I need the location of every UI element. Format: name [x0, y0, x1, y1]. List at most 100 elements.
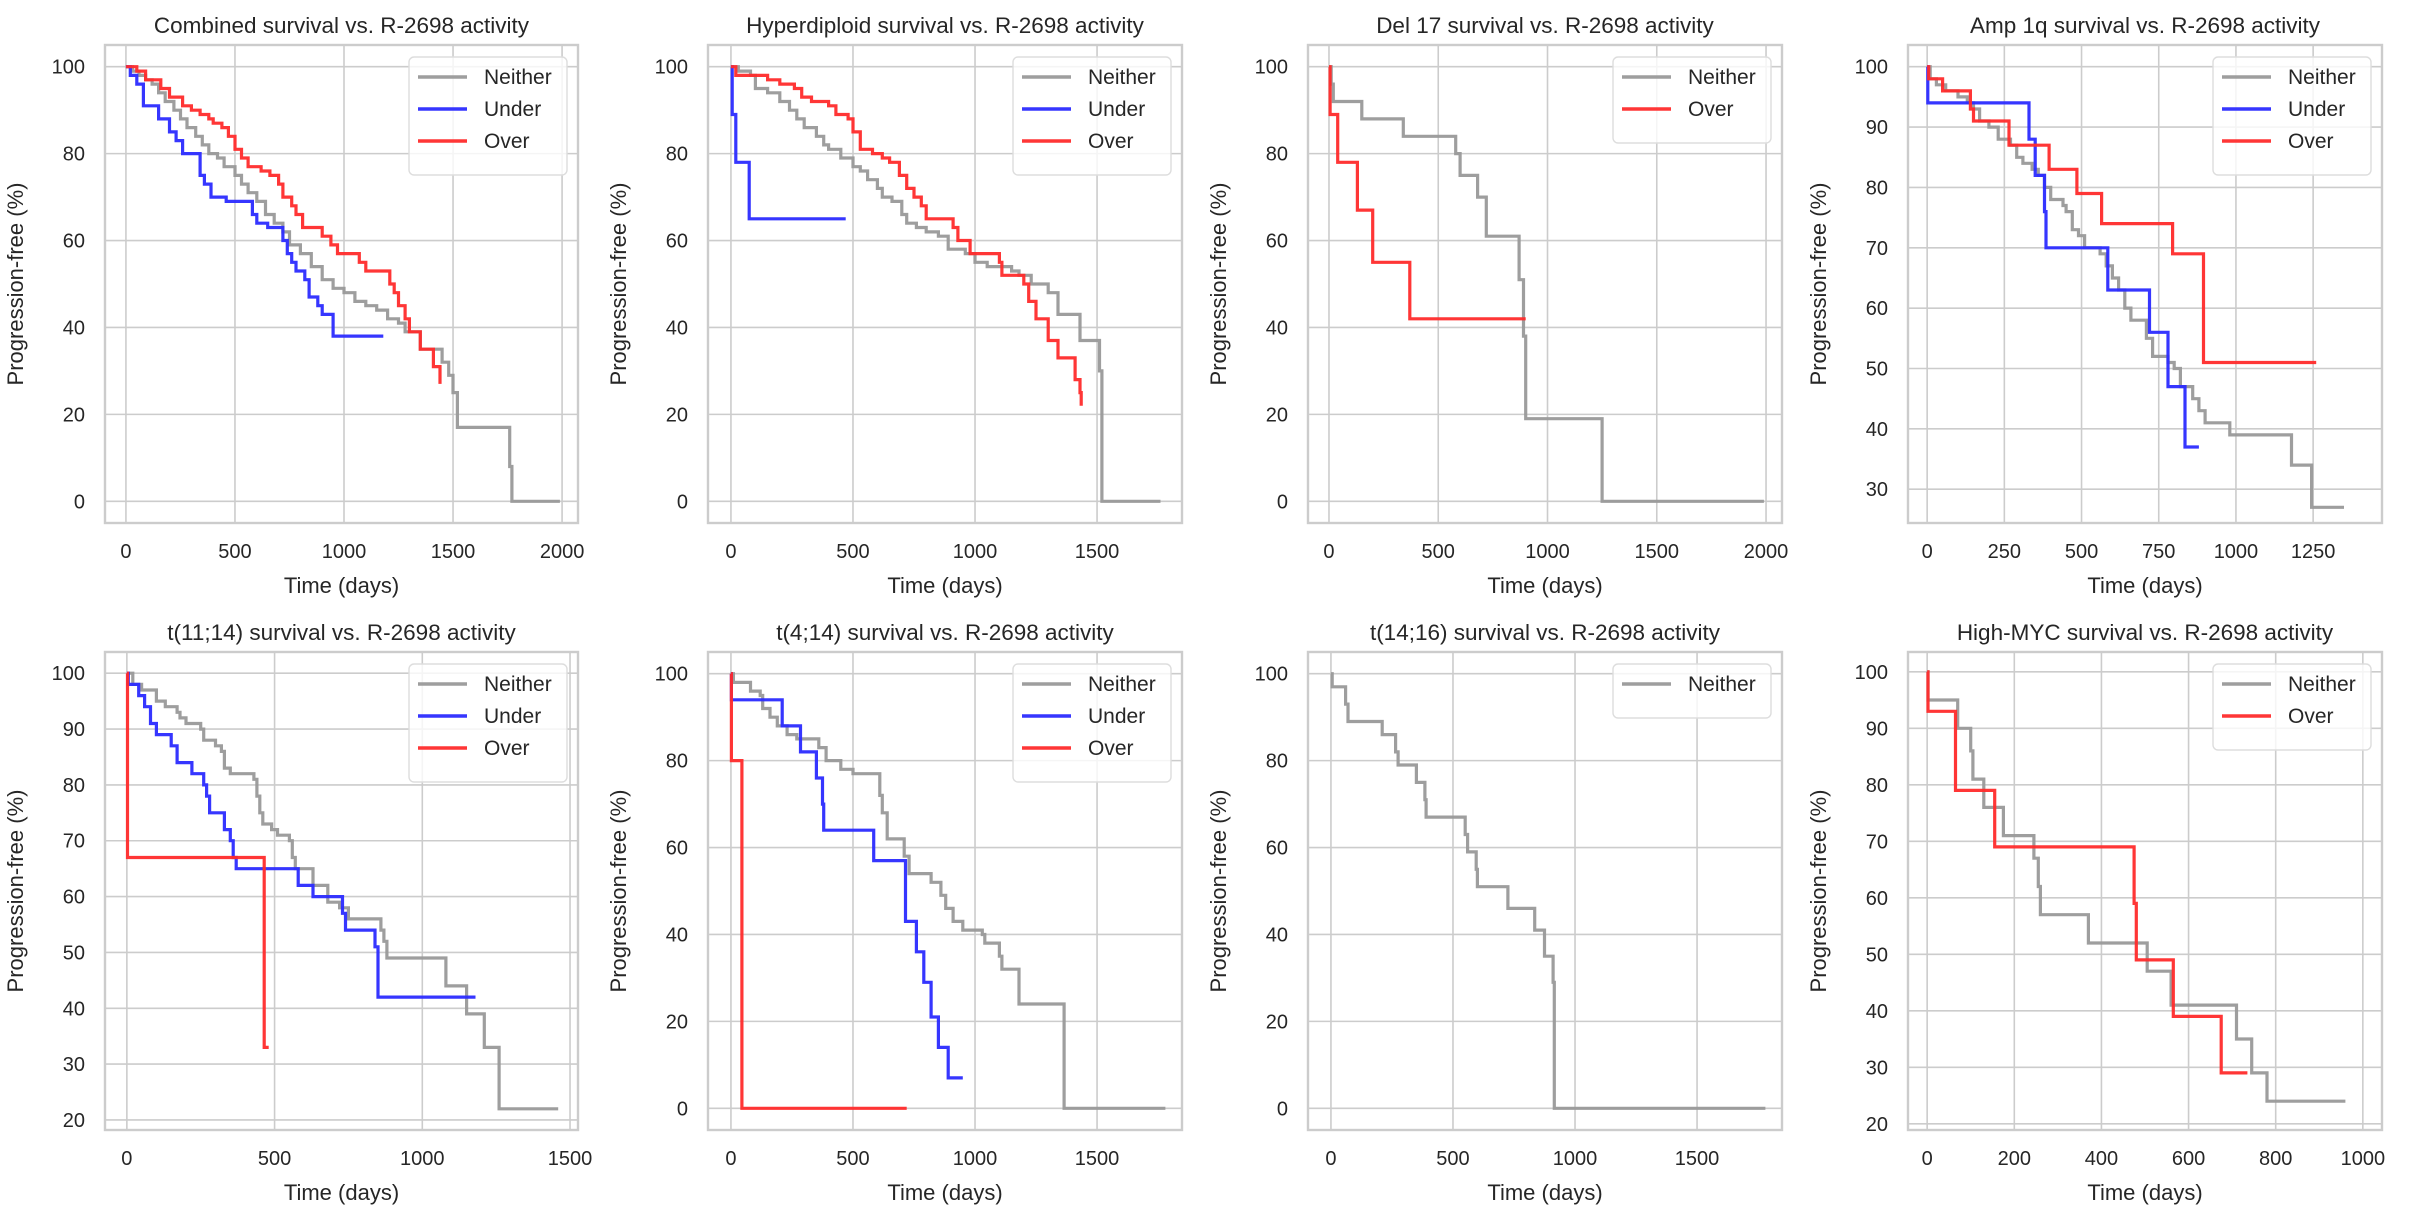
y-tick-label: 80 [63, 144, 85, 166]
axes-frame [1906, 650, 2384, 1132]
y-tick-label: 70 [63, 831, 85, 853]
series-line-over [1927, 65, 2317, 365]
legend: Neither Under Over [408, 663, 568, 783]
x-tick-label: 0 [120, 541, 131, 563]
x-axis-label: Time (days) [2087, 573, 2202, 598]
series-line-neither [730, 65, 1161, 503]
y-tick-label: 60 [63, 887, 85, 909]
chart-panel-8: 0 200 400 600 800 1000 20 30 40 50 60 70 80 90 100 High… [1806, 620, 2385, 1205]
x-tick-label: 1500 [1635, 541, 1680, 563]
series-line-neither [1329, 65, 1764, 503]
chart-title: t(14;16) survival vs. R-2698 activity [1370, 620, 1721, 645]
y-tick-label: 0 [74, 491, 85, 513]
y-tick-label: 100 [52, 57, 85, 79]
chart-panel-6: 0 500 1000 1500 0 20 40 60 80 100 t(4;14) survival… [606, 620, 1184, 1205]
y-tick-label: 0 [677, 1098, 688, 1120]
x-tick-label: 500 [836, 541, 869, 563]
legend-label: Over [484, 737, 530, 760]
y-tick-label: 20 [63, 1110, 85, 1132]
axes-frame [706, 43, 1184, 525]
x-tick-label: 2000 [1744, 541, 1789, 563]
y-tick-label: 40 [1266, 924, 1288, 946]
series-line-over [1328, 65, 1526, 321]
legend: Neither Over [2212, 663, 2372, 751]
x-tick-label: 1000 [400, 1148, 445, 1170]
y-tick-label: 0 [1277, 491, 1288, 513]
y-tick-label: 80 [666, 144, 688, 166]
y-tick-label: 80 [63, 775, 85, 797]
y-tick-label: 30 [1866, 1057, 1888, 1079]
legend-label: Neither [1688, 66, 1756, 89]
x-tick-label: 400 [2085, 1148, 2118, 1170]
y-tick-label: 20 [63, 404, 85, 426]
series-line-under [125, 65, 384, 338]
y-tick-label: 40 [666, 924, 688, 946]
legend: Neither [1612, 663, 1772, 719]
x-tick-label: 500 [836, 1148, 869, 1170]
x-tick-label: 0 [1325, 1148, 1336, 1170]
legend-label: Neither [1088, 66, 1156, 89]
legend-label: Neither [2288, 673, 2356, 696]
x-tick-label: 0 [121, 1148, 132, 1170]
x-axis-label: Time (days) [887, 1180, 1002, 1205]
x-tick-label: 0 [1922, 1148, 1933, 1170]
x-tick-label: 1000 [2341, 1148, 2386, 1170]
y-tick-label: 100 [52, 663, 85, 685]
legend-label: Over [1688, 98, 1734, 121]
y-axis-label: Progression-free (%) [3, 183, 28, 386]
series-line-neither [1330, 672, 1766, 1110]
series-line-under [1926, 65, 2199, 449]
y-tick-label: 100 [1855, 662, 1888, 684]
legend: Neither Under Over [1012, 56, 1172, 176]
series-line-neither [1926, 670, 2346, 1103]
y-tick-label: 90 [1866, 718, 1888, 740]
legend-label: Over [2288, 705, 2334, 728]
legend: Neither Under Over [1012, 663, 1172, 783]
x-tick-label: 800 [2259, 1148, 2292, 1170]
legend-label: Under [484, 98, 541, 121]
legend-label: Under [484, 705, 541, 728]
series-line-under [730, 65, 846, 221]
x-tick-label: 250 [1988, 541, 2021, 563]
chart-panel-4: 0 250 500 750 1000 1250 30 40 50 60 70 80 90 100 Amp 1… [1806, 13, 2384, 598]
x-tick-label: 0 [1922, 541, 1933, 563]
x-tick-label: 1000 [2214, 541, 2259, 563]
y-tick-label: 90 [63, 719, 85, 741]
series-line-neither [126, 671, 559, 1111]
y-tick-label: 30 [63, 1054, 85, 1076]
series-line-over [125, 671, 269, 1049]
chart-title: High-MYC survival vs. R-2698 activity [1957, 620, 2334, 645]
y-tick-label: 70 [1866, 831, 1888, 853]
y-tick-label: 60 [666, 231, 688, 253]
x-axis-label: Time (days) [1487, 573, 1602, 598]
y-tick-label: 20 [1266, 404, 1288, 426]
x-tick-label: 0 [725, 1148, 736, 1170]
legend-box [1012, 56, 1172, 176]
legend-box [1012, 663, 1172, 783]
x-tick-label: 200 [1998, 1148, 2031, 1170]
legend-label: Under [2288, 98, 2345, 121]
chart-title: Combined survival vs. R-2698 activity [154, 13, 530, 38]
y-tick-label: 60 [1866, 298, 1888, 320]
y-tick-label: 60 [1866, 888, 1888, 910]
y-tick-label: 20 [1866, 1114, 1888, 1136]
x-axis-label: Time (days) [284, 1180, 399, 1205]
y-tick-label: 80 [1266, 751, 1288, 773]
x-tick-label: 500 [2065, 541, 2098, 563]
series-line-over [1926, 670, 2248, 1075]
legend-label: Under [1088, 98, 1145, 121]
x-tick-label: 1000 [953, 541, 998, 563]
y-tick-label: 100 [1855, 57, 1888, 79]
y-tick-label: 40 [666, 317, 688, 339]
x-tick-label: 1500 [431, 541, 476, 563]
y-tick-label: 60 [1266, 231, 1288, 253]
legend-label: Neither [484, 66, 552, 89]
legend-label: Neither [2288, 66, 2356, 89]
y-axis-label: Progression-free (%) [606, 790, 631, 993]
chart-title: t(11;14) survival vs. R-2698 activity [167, 620, 516, 645]
y-tick-label: 40 [1866, 1001, 1888, 1023]
y-tick-label: 20 [666, 404, 688, 426]
x-tick-label: 1000 [322, 541, 367, 563]
series-line-under [126, 671, 476, 999]
